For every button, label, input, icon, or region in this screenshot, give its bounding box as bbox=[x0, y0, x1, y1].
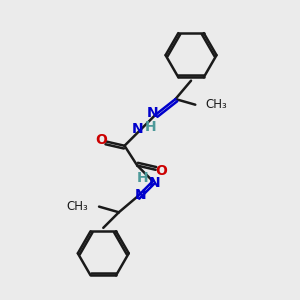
Text: N: N bbox=[134, 188, 146, 202]
Text: CH₃: CH₃ bbox=[67, 200, 88, 213]
Text: N: N bbox=[147, 106, 159, 120]
Text: CH₃: CH₃ bbox=[205, 98, 227, 111]
Text: N: N bbox=[131, 122, 143, 136]
Text: O: O bbox=[95, 133, 107, 147]
Text: N: N bbox=[148, 176, 160, 190]
Text: H: H bbox=[136, 171, 148, 185]
Text: H: H bbox=[145, 120, 157, 134]
Text: O: O bbox=[155, 164, 167, 178]
